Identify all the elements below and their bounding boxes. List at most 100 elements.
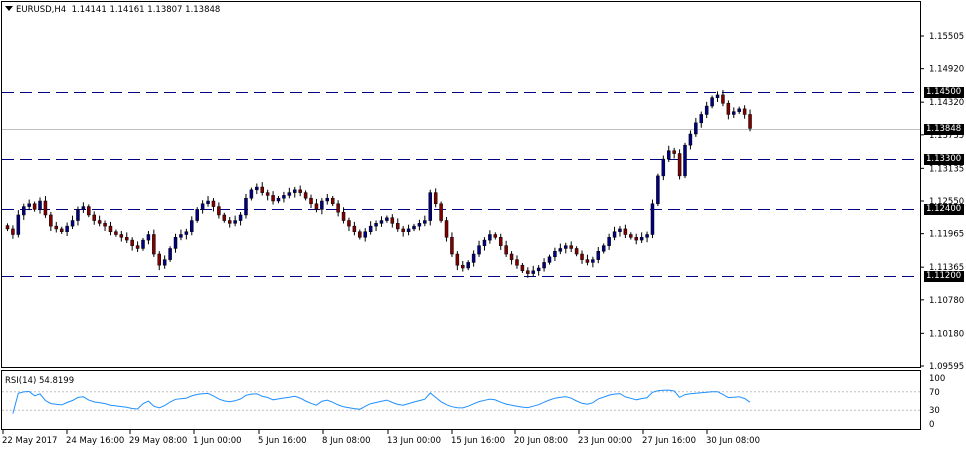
bull-candle bbox=[596, 251, 601, 260]
price-level-tag: 1.13300 bbox=[924, 154, 964, 165]
bear-candle bbox=[87, 206, 91, 216]
price-tick-label: 1.11965 bbox=[929, 230, 964, 240]
symbol-name: EURUSD,H4 bbox=[16, 5, 67, 15]
bull-candle bbox=[618, 228, 622, 232]
price-tick-label: 1.13735 bbox=[929, 131, 964, 141]
bear-candle bbox=[59, 228, 64, 232]
bear-candle bbox=[401, 228, 405, 232]
rsi-level-label: 30 bbox=[929, 406, 940, 416]
bull-candle bbox=[737, 108, 741, 112]
bear-candle bbox=[119, 234, 124, 238]
bull-candle bbox=[471, 253, 476, 263]
bear-candle bbox=[504, 245, 508, 255]
bear-candle bbox=[5, 225, 10, 230]
bull-candle bbox=[412, 225, 416, 230]
bull-candle bbox=[65, 225, 69, 232]
bear-candle bbox=[358, 231, 362, 238]
support-resistance-lines[interactable] bbox=[2, 92, 920, 277]
bull-candle bbox=[190, 220, 194, 232]
bull-candle bbox=[200, 203, 205, 210]
bull-candle bbox=[612, 231, 617, 238]
bear-candle bbox=[265, 192, 270, 196]
bear-candle bbox=[347, 220, 351, 227]
bull-candle bbox=[27, 203, 31, 207]
bull-candle bbox=[162, 259, 167, 266]
price-level-tag: 1.14500 bbox=[924, 87, 964, 98]
bull-candle bbox=[233, 220, 237, 224]
symbol-header[interactable]: EURUSD,H4 1.14141 1.14161 1.13807 1.1384… bbox=[5, 5, 220, 15]
bear-candle bbox=[498, 237, 503, 246]
open-value: 1.14141 bbox=[71, 5, 107, 15]
bull-candle bbox=[661, 158, 666, 177]
rsi-level-label: 70 bbox=[929, 388, 940, 398]
bull-candle bbox=[179, 234, 183, 238]
rsi-level-label: 100 bbox=[929, 374, 945, 384]
bear-candle bbox=[580, 253, 584, 260]
rsi-level-label: 0 bbox=[929, 420, 934, 430]
low-value: 1.13807 bbox=[147, 5, 183, 15]
bull-candle bbox=[482, 239, 487, 246]
bull-candle bbox=[368, 225, 373, 232]
bear-candle bbox=[336, 203, 340, 213]
bull-candle bbox=[276, 197, 281, 202]
bull-candle bbox=[238, 214, 243, 221]
bull-candle bbox=[320, 200, 324, 210]
time-label: 5 Jun 16:00 bbox=[258, 436, 307, 446]
bull-candle bbox=[591, 259, 595, 263]
bear-candle bbox=[439, 203, 443, 221]
bear-candle bbox=[493, 234, 498, 238]
bear-candle bbox=[217, 206, 221, 216]
bear-candle bbox=[585, 259, 590, 263]
price-tick-label: 1.10180 bbox=[929, 329, 964, 339]
price-tick-label: 1.15505 bbox=[929, 32, 964, 42]
bear-candle bbox=[222, 214, 227, 221]
bull-candle bbox=[168, 248, 172, 260]
bull-candle bbox=[184, 231, 189, 235]
time-label: 8 Jun 08:00 bbox=[322, 436, 371, 446]
bull-candle bbox=[173, 237, 178, 249]
bull-candle bbox=[683, 144, 687, 177]
bull-candle bbox=[406, 228, 411, 232]
bear-candle bbox=[124, 237, 129, 241]
bull-candle bbox=[553, 251, 557, 258]
bear-candle bbox=[520, 264, 525, 272]
bull-candle bbox=[325, 197, 330, 202]
time-label: 30 Jun 08:00 bbox=[706, 436, 760, 446]
bull-candle bbox=[656, 175, 660, 205]
price-tick-label: 1.10780 bbox=[929, 296, 964, 306]
bull-candle bbox=[379, 220, 384, 224]
time-label: 22 May 2017 bbox=[2, 436, 57, 446]
bull-candle bbox=[601, 245, 606, 252]
bear-candle bbox=[43, 200, 48, 216]
dropdown-arrow-icon[interactable] bbox=[5, 6, 13, 11]
bear-candle bbox=[748, 114, 752, 129]
bull-candle bbox=[666, 150, 671, 160]
bear-candle bbox=[623, 228, 628, 235]
bull-candle bbox=[547, 256, 552, 263]
bull-candle bbox=[650, 203, 655, 235]
bull-candle bbox=[694, 122, 698, 135]
bull-candle bbox=[564, 245, 568, 249]
bear-candle bbox=[433, 192, 438, 205]
bear-candle bbox=[455, 253, 460, 266]
bull-candle bbox=[645, 234, 649, 238]
bull-candle bbox=[16, 214, 21, 235]
bull-candle bbox=[244, 197, 248, 216]
price-axis: 1.15505 1.14920 1.14320 1.13735 1.13135 1.125… bbox=[920, 32, 964, 372]
bear-candle bbox=[135, 245, 140, 249]
bear-candle bbox=[341, 211, 346, 221]
bull-candle bbox=[536, 267, 541, 272]
time-label: 23 Jun 00:00 bbox=[578, 436, 632, 446]
bear-candle bbox=[303, 192, 308, 199]
bear-candle bbox=[152, 234, 156, 255]
bull-candle bbox=[282, 195, 286, 199]
bear-candle bbox=[108, 225, 113, 232]
bear-candle bbox=[271, 195, 275, 202]
bid-price-tag: 1.13848 bbox=[924, 124, 964, 135]
bull-candle bbox=[293, 189, 297, 193]
bear-candle bbox=[103, 223, 107, 227]
bear-candle bbox=[450, 237, 454, 255]
bear-candle bbox=[569, 245, 573, 249]
